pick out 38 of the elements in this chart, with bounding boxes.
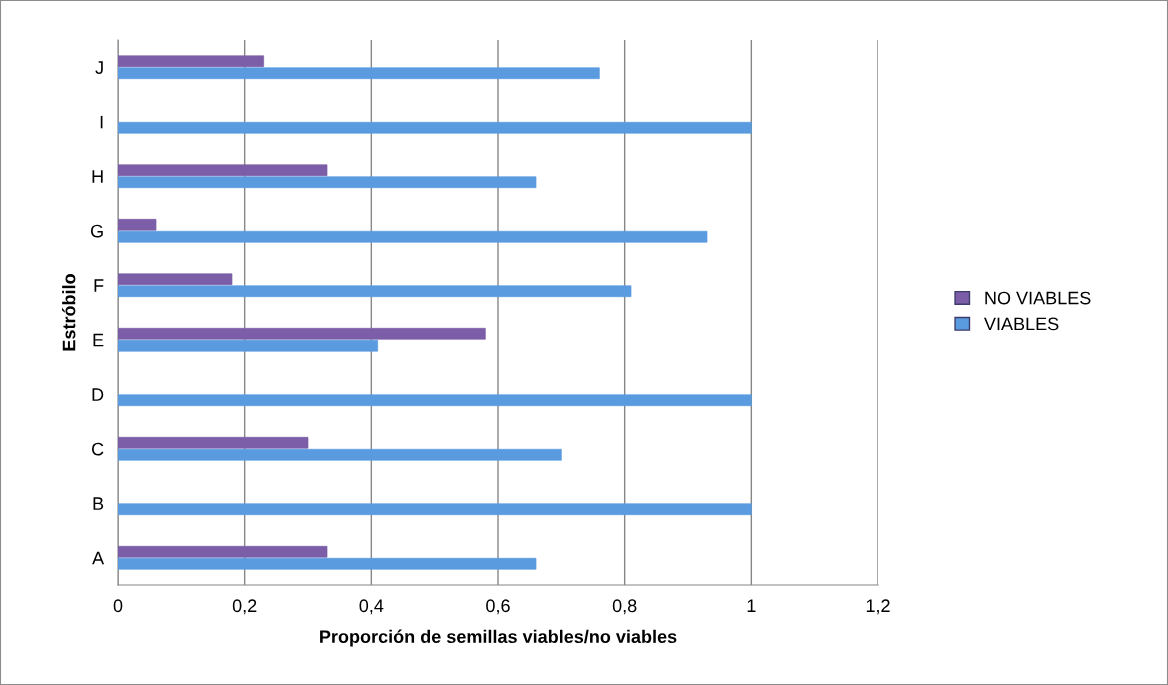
- y-tick-label: J: [95, 61, 103, 74]
- bar: [118, 176, 537, 189]
- x-tick-label: 0,8: [612, 599, 637, 615]
- x-tick-label: 1,2: [866, 599, 890, 615]
- bar: [118, 164, 328, 177]
- bar: [118, 327, 486, 340]
- y-tick-label: I: [100, 115, 103, 129]
- bar: [118, 218, 157, 231]
- x-tick-label: 0: [113, 599, 123, 613]
- x-tick-label: 0,6: [486, 599, 510, 615]
- bar: [118, 67, 600, 80]
- bar: [118, 121, 752, 134]
- x-tick-label: 1: [747, 599, 756, 612]
- x-tick-label: 0,4: [359, 599, 384, 615]
- y-tick-label: A: [92, 551, 105, 565]
- y-tick-label: H: [92, 170, 103, 183]
- legend-label: VIABLES: [984, 317, 1059, 331]
- bar: [118, 448, 562, 461]
- y-tick-label: E: [93, 333, 104, 347]
- bar: [118, 339, 379, 352]
- x-tick-label: 0,2: [232, 599, 257, 615]
- bar: [118, 394, 752, 407]
- y-tick-label: F: [94, 279, 104, 292]
- y-tick-label: D: [92, 388, 104, 401]
- y-tick-label: B: [93, 497, 104, 510]
- y-tick-label: C: [91, 442, 104, 456]
- bar: [118, 285, 632, 298]
- y-axis-title: Estróbilo: [61, 274, 76, 351]
- y-tick-label: G: [90, 224, 103, 238]
- bar: [118, 230, 708, 243]
- bar: [118, 503, 752, 516]
- legend-label: NO VIABLES: [985, 291, 1091, 305]
- x-axis-title: Proporción de semillas viables/no viables: [320, 629, 677, 647]
- bar: [118, 273, 233, 286]
- bar: [118, 55, 265, 68]
- bar: [118, 436, 309, 449]
- bar: [118, 545, 328, 558]
- bar: [118, 557, 537, 570]
